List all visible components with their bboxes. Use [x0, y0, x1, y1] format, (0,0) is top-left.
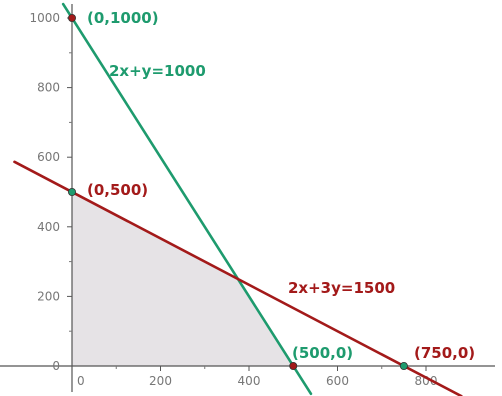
- constraint-lines: [13, 2, 463, 396]
- x-tick-label: 400: [238, 374, 261, 388]
- y-tick-label: 0: [52, 359, 60, 373]
- y-tick-label: 1000: [29, 11, 60, 25]
- point-1: [68, 13, 77, 22]
- y-tick-label: 800: [37, 81, 60, 95]
- x-tick-label: 800: [415, 374, 438, 388]
- point-label-750-0: (750,0): [414, 344, 475, 362]
- point-label-0-1000: (0,1000): [87, 9, 159, 27]
- y-tick-label: 200: [37, 289, 60, 303]
- series-line-1: [61, 2, 313, 396]
- y-tick-label: 400: [37, 220, 60, 234]
- point-label-500-0: (500,0): [292, 344, 353, 362]
- x-tick-label: 200: [149, 374, 172, 388]
- series-line-2: [13, 160, 463, 396]
- point-2: [68, 187, 77, 196]
- x-tick-label: 0: [77, 374, 85, 388]
- y-tick-label: 600: [37, 150, 60, 164]
- point-label-0-500: (0,500): [87, 181, 148, 199]
- line-label-2x-plus-3y: 2x+3y=1500: [288, 279, 395, 297]
- x-tick-label: 600: [326, 374, 349, 388]
- axes: 0 200 400 600 800 1000 0 200 400 600 800: [0, 4, 495, 392]
- intersection-points: [68, 13, 408, 370]
- line-label-2x-plus-y: 2x+y=1000: [109, 62, 206, 80]
- point-4: [399, 361, 408, 370]
- point-3: [289, 361, 298, 370]
- feasible-region: [72, 192, 294, 366]
